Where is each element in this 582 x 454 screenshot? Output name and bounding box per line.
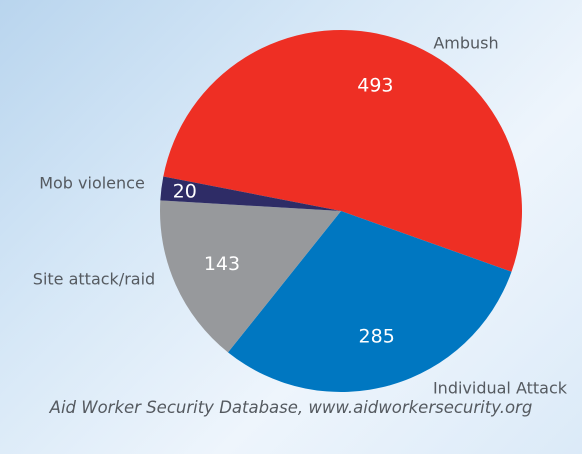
source-note: Aid Worker Security Database, www.aidwor… [49,398,533,417]
slice-value-ambush: 493 [357,74,393,96]
slice-label-site-attack-raid: Site attack/raid [33,270,155,289]
pie-slice-ambush [163,30,522,272]
slice-value-mob-violence: 20 [173,180,197,202]
pie-slice-site-attack-raid [159,200,341,353]
slice-label-individual-attack: Individual Attack [433,379,568,398]
slice-category-labels: Ambush Individual Attack Site attack/raid M… [33,34,568,398]
pie-slice-individual-attack [227,211,512,393]
slice-value-individual-attack: 285 [359,325,395,347]
slice-value-labels: 493 285 143 20 [173,74,395,347]
pie-slice-mob-violence [160,176,341,211]
pie-slices [159,30,522,393]
slice-label-mob-violence: Mob violence [39,174,145,193]
slice-value-site-attack-raid: 143 [204,253,240,275]
slice-label-ambush: Ambush [433,34,498,53]
